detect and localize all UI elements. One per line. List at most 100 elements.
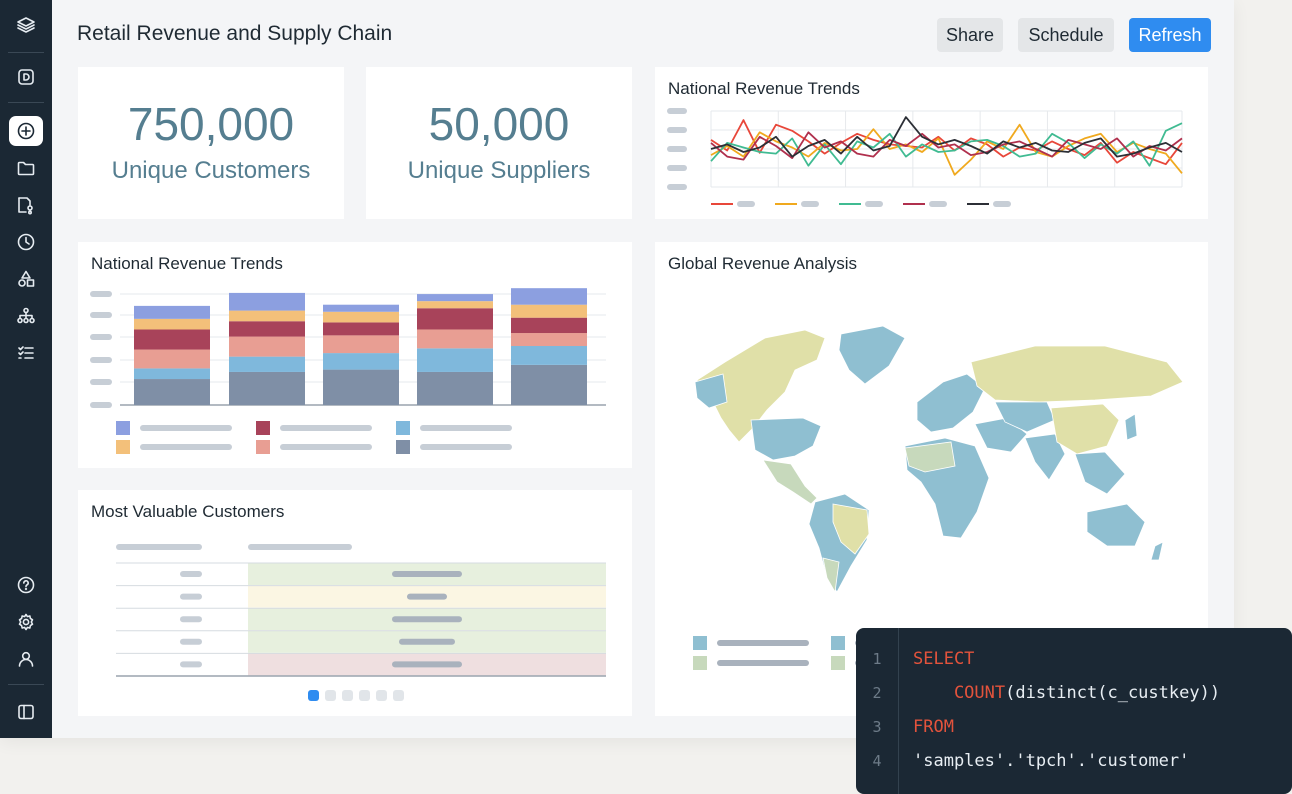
sidebar-divider (8, 52, 44, 53)
legend-label-placeholder (717, 640, 809, 646)
folder-icon[interactable] (9, 153, 43, 183)
bar-segment (134, 305, 210, 319)
bar-segment (229, 292, 305, 311)
column-header-placeholder (248, 544, 352, 550)
customers-table (116, 544, 606, 701)
legend-label-placeholder (801, 201, 819, 207)
card-title: National Revenue Trends (91, 254, 283, 273)
map-region-alaska (694, 373, 728, 409)
table-cell-placeholder (180, 638, 202, 645)
hierarchy-icon[interactable] (9, 301, 43, 331)
pagination-dot[interactable] (376, 690, 387, 701)
sidebar-divider (8, 102, 44, 103)
map-region-greenland (838, 325, 906, 385)
refresh-button[interactable]: Refresh (1129, 18, 1211, 52)
pagination-dot[interactable] (342, 690, 353, 701)
bar-segment (417, 348, 493, 372)
map-region-europe (916, 373, 986, 433)
clock-icon[interactable] (9, 227, 43, 257)
legend-label-placeholder (280, 425, 372, 431)
series-line (710, 131, 1183, 161)
help-icon[interactable] (9, 570, 43, 600)
world-map[interactable] (655, 242, 1208, 716)
map-region-usa (750, 417, 822, 461)
bar-segment (134, 379, 210, 405)
sql-function: COUNT (913, 683, 1006, 703)
legend-label-placeholder (717, 660, 809, 666)
bar-segment (134, 329, 210, 350)
bar-segment (511, 304, 587, 318)
map-region-china (1050, 403, 1120, 455)
map-region-australia (1086, 503, 1146, 547)
legend-swatch (396, 440, 410, 454)
map-region-japan (1124, 413, 1138, 441)
kpi-card-customers: 750,000 Unique Customers (78, 67, 344, 219)
bar-segment (511, 288, 587, 305)
gear-icon[interactable] (9, 607, 43, 637)
table-cell-placeholder (399, 638, 455, 645)
kpi-label: Unique Customers (111, 157, 311, 184)
bar-segment (134, 368, 210, 380)
pagination-dot[interactable] (308, 690, 319, 701)
sidebar (0, 0, 52, 738)
code-line-2: COUNT(distinct(c_custkey)) (913, 683, 1220, 703)
tick-label-placeholder (667, 165, 687, 171)
sidebar-toggle-icon[interactable] (9, 697, 43, 727)
map-region-argentina (822, 557, 840, 594)
series-line (710, 122, 1183, 167)
map-region-new-zealand (1150, 541, 1164, 561)
tick-label-placeholder (667, 108, 687, 114)
bar-segment (417, 371, 493, 405)
legend-label-placeholder (993, 201, 1011, 207)
map-region-india (1024, 433, 1066, 481)
share-button[interactable]: Share (937, 18, 1003, 52)
schedule-button[interactable]: Schedule (1018, 18, 1114, 52)
tick-label-placeholder (667, 184, 687, 190)
legend-swatch (396, 421, 410, 435)
legend-swatch (116, 440, 130, 454)
tick-label-placeholder (90, 291, 112, 297)
code-line-1: SELECT (913, 649, 974, 669)
table-cell-placeholder (180, 571, 202, 577)
workflow-icon[interactable] (9, 190, 43, 220)
legend-swatch (256, 421, 270, 435)
bar-segment (229, 310, 305, 322)
map-region-central-america (762, 459, 818, 505)
sql-text: (distinct(c_custkey)) (1005, 683, 1221, 703)
sidebar-divider (8, 684, 44, 685)
kpi-label: Unique Suppliers (407, 157, 591, 184)
checklist-icon[interactable] (9, 338, 43, 368)
pagination-dot[interactable] (325, 690, 336, 701)
layers-icon[interactable] (9, 10, 43, 40)
bar-segment (511, 333, 587, 346)
pagination-dot[interactable] (393, 690, 404, 701)
bar-segment (511, 317, 587, 334)
bar-segment (417, 308, 493, 330)
bar-segment (323, 353, 399, 370)
user-icon[interactable] (9, 644, 43, 674)
card-title: Most Valuable Customers (91, 502, 285, 521)
bar-segment (417, 301, 493, 309)
customers-table-card: Most Valuable Customers (78, 490, 632, 716)
kpi-value: 750,000 (127, 98, 295, 150)
bar-segment (229, 356, 305, 372)
plus-circle-icon[interactable] (9, 116, 43, 146)
column-header-placeholder (116, 544, 202, 550)
shapes-icon[interactable] (9, 264, 43, 294)
legend-label-placeholder (420, 444, 512, 450)
code-line-3: FROM (913, 717, 954, 737)
map-region-north-africa (904, 441, 956, 473)
series-line (710, 116, 1183, 158)
tick-label-placeholder (90, 357, 112, 363)
card-title: National Revenue Trends (668, 79, 860, 98)
legend-label-placeholder (140, 444, 232, 450)
legend-label-placeholder (737, 201, 755, 207)
table-cell-placeholder (180, 661, 202, 668)
legend-swatch (116, 421, 130, 435)
legend-swatch (831, 656, 845, 670)
page-title: Retail Revenue and Supply Chain (77, 22, 393, 45)
bar-segment (229, 321, 305, 337)
bar-segment (417, 329, 493, 349)
pagination-dot[interactable] (359, 690, 370, 701)
dbsql-icon[interactable] (9, 62, 43, 92)
